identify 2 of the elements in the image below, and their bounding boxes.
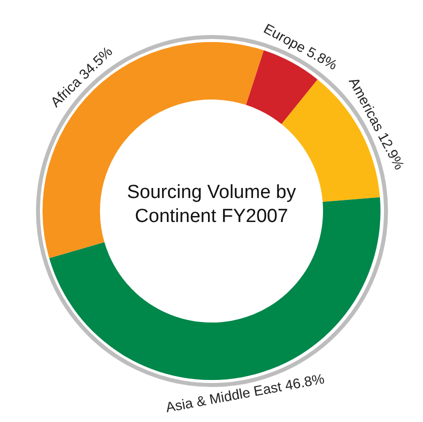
text: Sourcing Volume by Continent FY2007 (126, 181, 297, 229)
slice-label: Asia & Middle East 46.8% (164, 370, 326, 416)
